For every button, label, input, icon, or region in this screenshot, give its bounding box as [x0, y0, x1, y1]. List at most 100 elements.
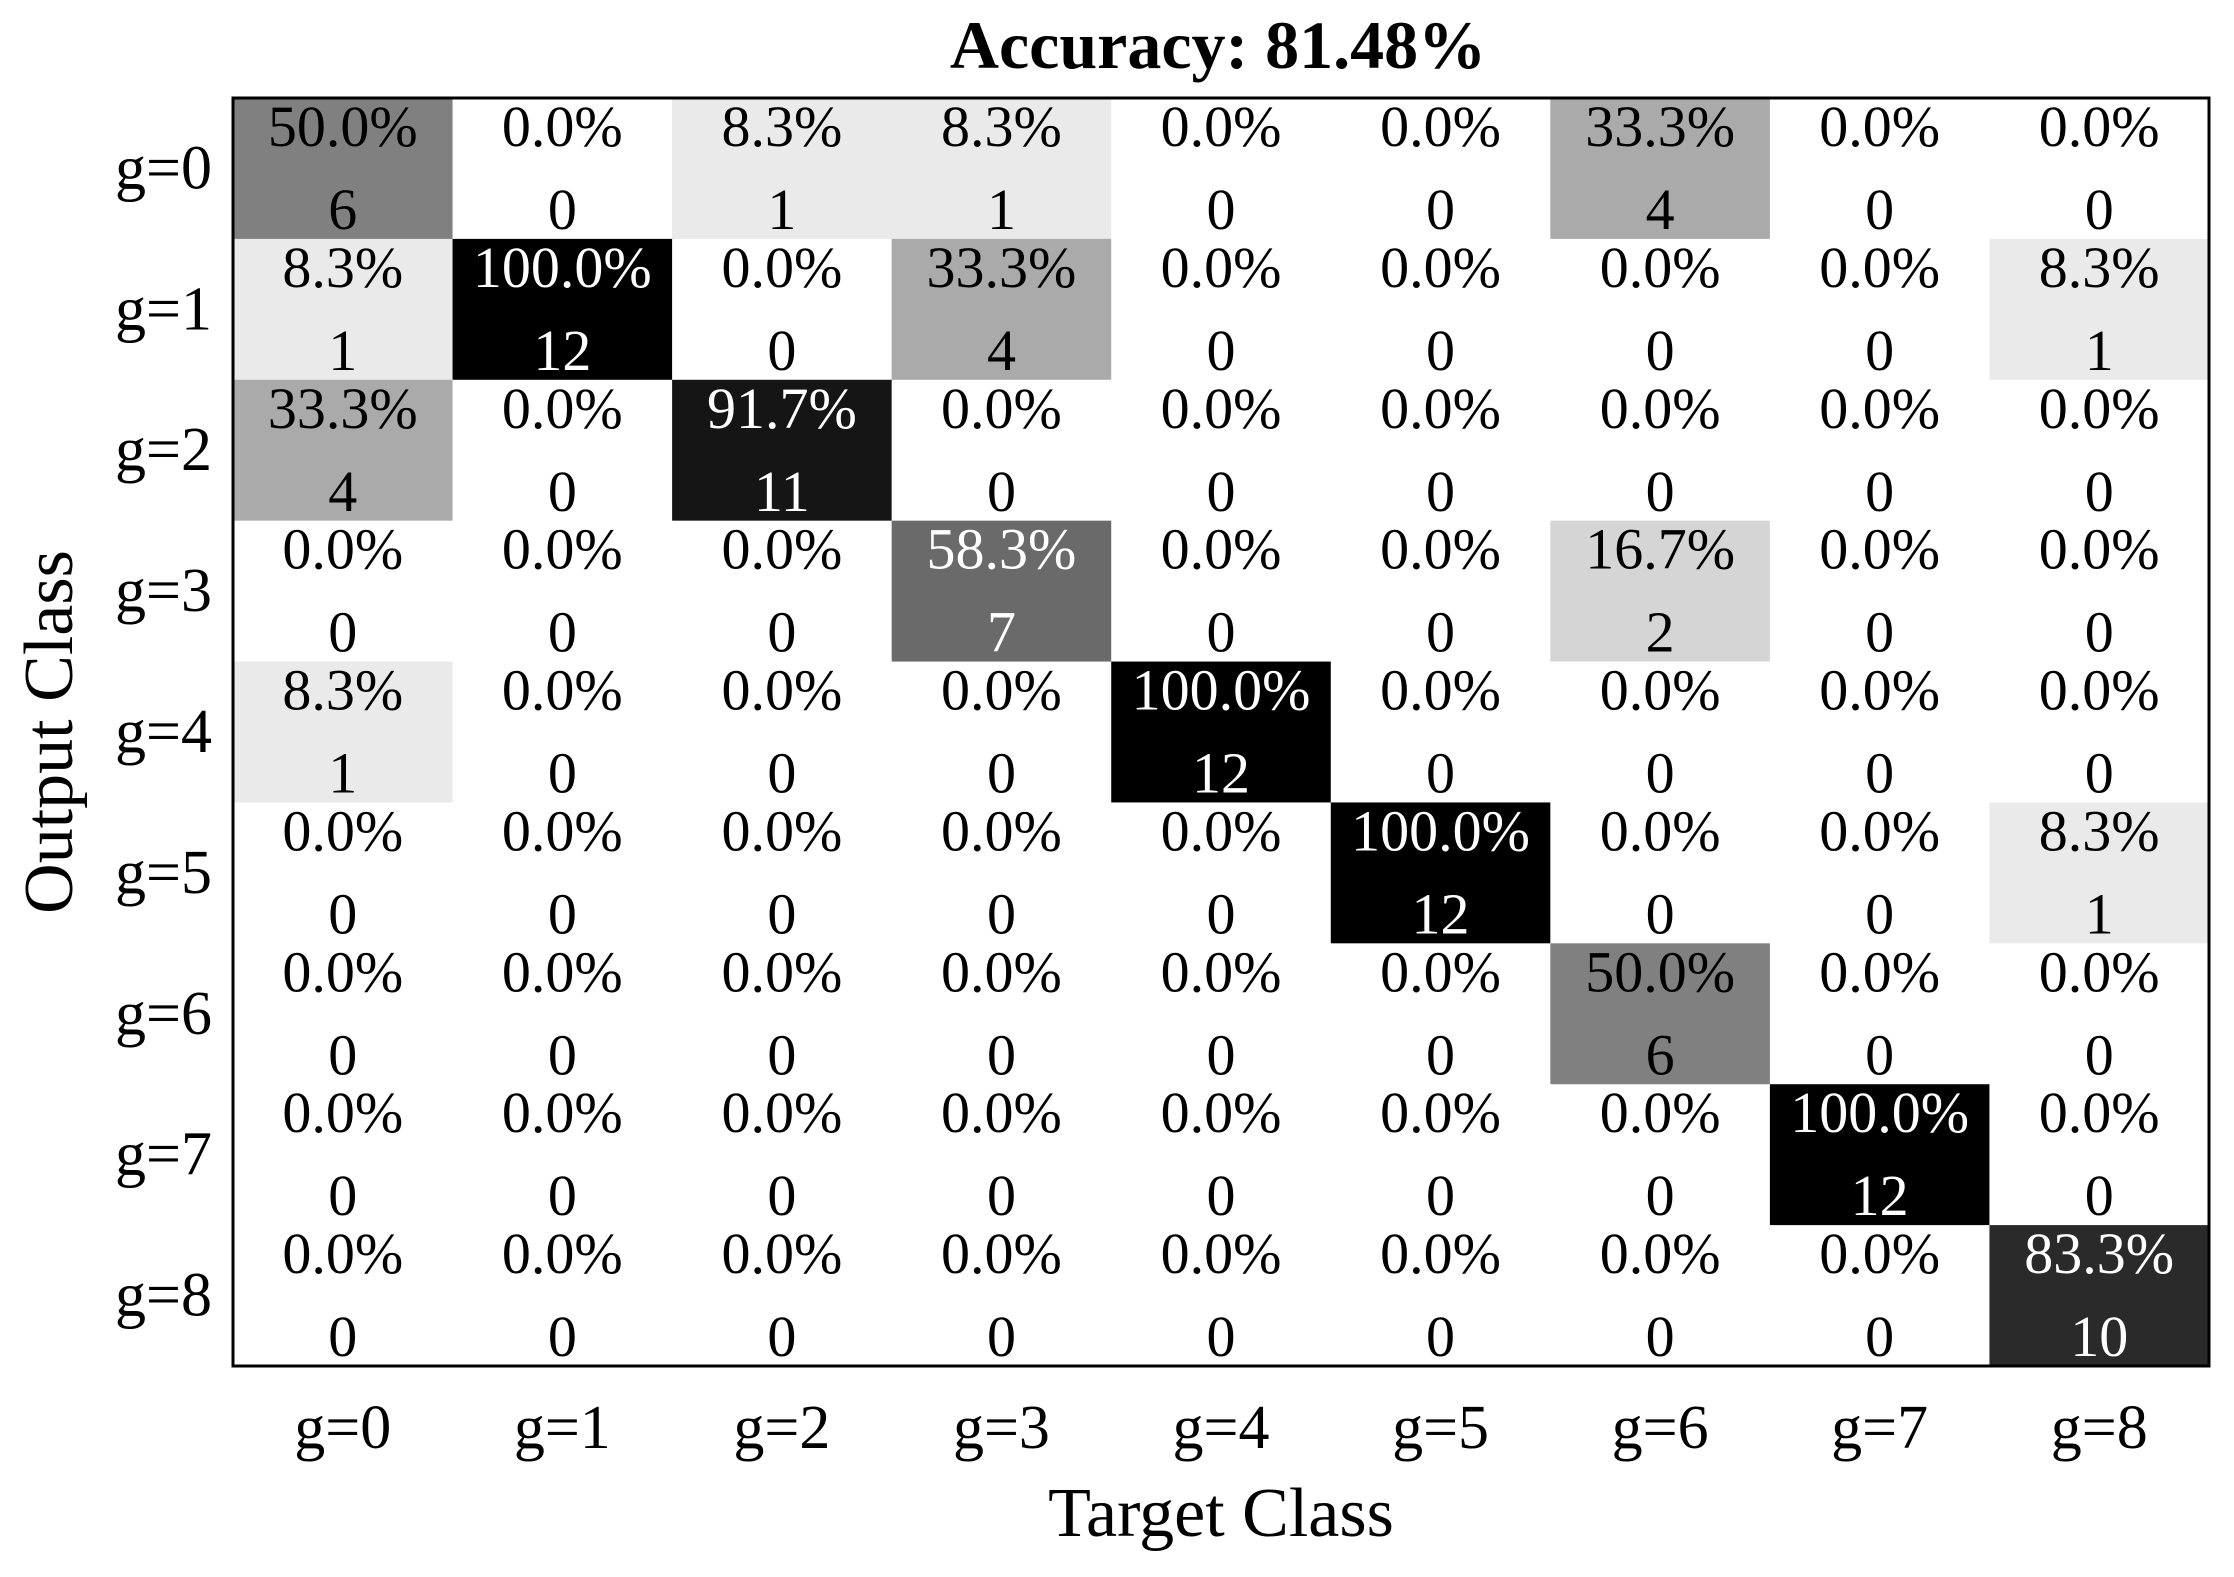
cell-r0-c7 — [1769, 98, 1991, 240]
cell-percent-r3-c3: 58.3% — [927, 517, 1077, 582]
cell-r7-c8 — [1989, 1084, 2210, 1226]
cell-r2-c3 — [891, 379, 1112, 522]
cell-percent-r4-c5: 0.0% — [1380, 658, 1501, 723]
cell-count-r1-c2: 0 — [767, 318, 796, 383]
cell-r2-c6 — [1550, 379, 1771, 522]
cell-percent-r4-c1: 0.0% — [502, 658, 623, 723]
cell-r7-c4 — [1111, 1084, 1332, 1226]
plot-frame — [231, 96, 2211, 1368]
cell-percent-r6-c5: 0.0% — [1380, 939, 1501, 1004]
x-tick-label: g=7 — [1831, 1394, 1928, 1462]
x-tick-label: g=0 — [294, 1394, 391, 1462]
cell-count-r6-c1: 0 — [548, 1022, 577, 1087]
cell-percent-r4-c2: 0.0% — [721, 658, 842, 723]
y-tick-label: g=4 — [115, 698, 212, 766]
cell-percent-r0-c6: 33.3% — [1585, 94, 1735, 159]
cell-count-r5-c4: 0 — [1207, 881, 1236, 946]
cell-count-r0-c0: 6 — [328, 177, 357, 242]
x-axis-label: Target Class — [1048, 1475, 1394, 1552]
cell-r0-c8 — [1989, 98, 2210, 240]
cell-count-r2-c5: 0 — [1426, 459, 1455, 524]
cell-r0-c3 — [891, 98, 1112, 240]
cell-r6-c5 — [1330, 943, 1551, 1085]
cell-r0-c4 — [1111, 98, 1332, 240]
cell-percent-r2-c6: 0.0% — [1600, 376, 1721, 441]
cell-r8-c0 — [233, 1225, 454, 1367]
cell-r5-c7 — [1769, 802, 1991, 944]
cell-r0-c2 — [672, 98, 893, 240]
cell-percent-r5-c8: 8.3% — [2039, 798, 2160, 863]
cell-count-r8-c1: 0 — [548, 1304, 577, 1369]
cell-percent-r3-c6: 16.7% — [1585, 517, 1735, 582]
cell-percent-r3-c2: 0.0% — [721, 517, 842, 582]
cell-r7-c2 — [672, 1084, 893, 1226]
cell-r5-c5 — [1330, 802, 1551, 944]
cell-r1-c5 — [1330, 238, 1551, 381]
cell-percent-r4-c6: 0.0% — [1600, 658, 1721, 723]
cell-count-r0-c4: 0 — [1207, 177, 1236, 242]
cell-r4-c0 — [233, 661, 454, 804]
cell-r6-c4 — [1111, 943, 1332, 1085]
cell-count-r7-c5: 0 — [1426, 1163, 1455, 1228]
cell-percent-r7-c2: 0.0% — [721, 1080, 842, 1145]
x-tick-label: g=6 — [1612, 1394, 1709, 1462]
chart-title: Accuracy: 81.48% — [950, 7, 1486, 83]
cell-r4-c6 — [1550, 661, 1771, 804]
cell-count-r3-c0: 0 — [328, 600, 357, 665]
cell-count-r7-c1: 0 — [548, 1163, 577, 1228]
cell-percent-r3-c5: 0.0% — [1380, 517, 1501, 582]
cell-percent-r5-c7: 0.0% — [1819, 798, 1940, 863]
cell-percent-r4-c3: 0.0% — [941, 658, 1062, 723]
cell-count-r2-c6: 0 — [1646, 459, 1675, 524]
cell-r6-c2 — [672, 943, 893, 1085]
cell-percent-r8-c0: 0.0% — [282, 1221, 403, 1286]
cell-percent-r3-c8: 0.0% — [2039, 517, 2160, 582]
cell-percent-r0-c8: 0.0% — [2039, 94, 2160, 159]
x-tick-label: g=2 — [733, 1394, 830, 1462]
cell-count-r8-c4: 0 — [1207, 1304, 1236, 1369]
cell-count-r4-c6: 0 — [1646, 741, 1675, 806]
y-axis-label: Output Class — [11, 550, 88, 914]
cell-percent-r2-c8: 0.0% — [2039, 376, 2160, 441]
cell-percent-r1-c4: 0.0% — [1161, 235, 1282, 300]
cell-r0-c6 — [1550, 98, 1771, 240]
cell-count-r2-c0: 4 — [328, 459, 357, 524]
cell-count-r4-c0: 1 — [328, 741, 357, 806]
cell-percent-r2-c0: 33.3% — [268, 376, 418, 441]
cell-r4-c8 — [1989, 661, 2210, 804]
cell-percent-r2-c4: 0.0% — [1161, 376, 1282, 441]
cell-r2-c2 — [672, 379, 893, 522]
cell-count-r1-c4: 0 — [1207, 318, 1236, 383]
cell-r1-c1 — [452, 238, 673, 381]
cell-percent-r2-c1: 0.0% — [502, 376, 623, 441]
cell-percent-r1-c7: 0.0% — [1819, 235, 1940, 300]
cell-r4-c3 — [891, 661, 1112, 804]
cell-percent-r8-c4: 0.0% — [1161, 1221, 1282, 1286]
cell-count-r1-c8: 1 — [2085, 318, 2114, 383]
cell-count-r7-c2: 0 — [767, 1163, 796, 1228]
cell-percent-r5-c1: 0.0% — [502, 798, 623, 863]
cell-count-r6-c8: 0 — [2085, 1022, 2114, 1087]
cell-r1-c0 — [233, 238, 454, 381]
y-tick-labels: g=0 g=1 g=2 g=3 g=4 g=5 g=6 g=7 g=8 — [115, 134, 212, 1329]
cell-r3-c3 — [891, 520, 1112, 663]
cell-percent-r7-c4: 0.0% — [1161, 1080, 1282, 1145]
cell-r7-c7 — [1769, 1084, 1991, 1226]
cell-percent-r7-c3: 0.0% — [941, 1080, 1062, 1145]
cell-percent-r0-c0: 50.0% — [268, 94, 418, 159]
cell-count-r2-c3: 0 — [987, 459, 1016, 524]
cell-r6-c1 — [452, 943, 673, 1085]
cell-count-r5-c7: 0 — [1865, 881, 1894, 946]
cell-r3-c7 — [1769, 520, 1991, 663]
cell-r4-c1 — [452, 661, 673, 804]
cell-r8-c1 — [452, 1225, 673, 1367]
cell-percent-r5-c4: 0.0% — [1161, 798, 1282, 863]
cell-r7-c6 — [1550, 1084, 1771, 1226]
x-tick-label: g=3 — [953, 1394, 1050, 1462]
cell-count-r2-c8: 0 — [2085, 459, 2114, 524]
cell-r7-c0 — [233, 1084, 454, 1226]
cell-percent-r7-c6: 0.0% — [1600, 1080, 1721, 1145]
cell-percent-r3-c7: 0.0% — [1819, 517, 1940, 582]
cell-count-r2-c4: 0 — [1207, 459, 1236, 524]
